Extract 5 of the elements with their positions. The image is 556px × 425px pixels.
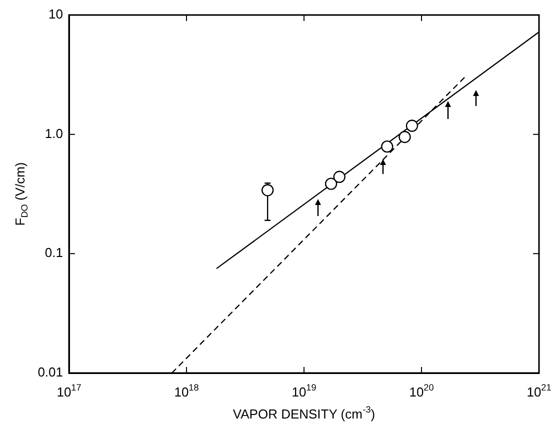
y-tick-label: 0.01 [38,364,64,380]
y-tick-label: 10 [48,6,64,22]
y-tick-label: 0.1 [44,245,64,260]
y-tick-label: 1.0 [44,126,64,141]
y-axis-title: FDO (V/cm) [12,162,30,226]
